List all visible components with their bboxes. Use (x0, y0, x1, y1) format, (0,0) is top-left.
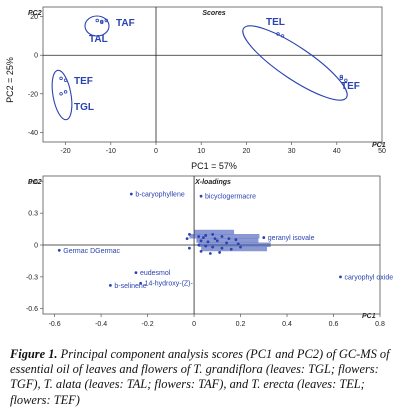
loadings-cluster-label-blur (189, 234, 260, 239)
loadings-x-tick-label: -0.6 (49, 321, 61, 328)
loadings-y-tick-label: -0.3 (26, 274, 38, 281)
scores-group-label: TGL (74, 102, 94, 113)
loadings-corner-label: PC2 (28, 179, 42, 186)
loadings-cluster-label-blur (201, 246, 268, 252)
scores-plot-frame (42, 6, 383, 143)
loadings-x-tick-label: -0.2 (142, 321, 154, 328)
loadings-cluster-point (188, 246, 191, 250)
loadings-point (129, 192, 133, 196)
loadings-x-tick-label: 0.2 (236, 321, 246, 328)
loadings-point-label: b-caryophyllene (135, 192, 185, 199)
loadings-x-tick-label: 0 (192, 321, 196, 328)
loadings-point-label: b-selinene (114, 283, 146, 290)
loadings-point (134, 271, 138, 274)
loadings-x-tick-label: 0.6 (329, 321, 339, 328)
scores-point (104, 18, 108, 23)
scores-x-tick-label: -20 (61, 148, 71, 155)
loadings-y-tick-label: 0.3 (28, 211, 38, 218)
scores-x-tick-label: 40 (333, 148, 341, 155)
scores-group-label: TEF (74, 76, 93, 87)
scores-x-tick-label: 20 (243, 148, 251, 155)
scores-x-tick-label: 0 (154, 148, 158, 155)
loadings-point-label: eudesmol (140, 270, 171, 277)
loadings-cluster-label-blur (198, 242, 271, 247)
taf-tal-ellipse (84, 15, 110, 37)
scores-point (59, 76, 63, 81)
loadings-cluster-point (185, 237, 189, 241)
scores-point (339, 74, 344, 79)
scores-plot: PC2 Scores PC1 PC1 = 57% PC2 = 25% -20 -1… (0, 0, 404, 172)
scores-y-tick-label: 20 (30, 14, 38, 21)
scores-x-tick-label: 10 (197, 148, 205, 155)
scores-x-tick-label: 30 (288, 148, 296, 155)
loadings-point (339, 275, 342, 279)
loadings-point-label: Germac DGermac (63, 248, 120, 255)
scores-point (63, 78, 68, 82)
scores-pc2-label: PC2 = 25% (5, 57, 15, 103)
scores-group-label: TAL (89, 34, 108, 45)
loadings-point (109, 283, 112, 287)
loadings-point-label: 14-hydroxy-(Z)- (145, 281, 194, 288)
loadings-point-label: caryophyl oxide (344, 274, 393, 281)
loadings-plot: PC2 X-loadings PC1 -0.6 -0.4 -0.2 0 0.2 0.4 0.… (0, 173, 404, 341)
loadings-title: X-loadings (194, 179, 231, 186)
loadings-x-tick-label: 0.8 (375, 321, 385, 328)
scores-pc1-label: PC1 = 57% (191, 161, 237, 171)
scores-x-axis-label: PC1 (372, 142, 386, 149)
loadings-point (139, 281, 143, 285)
scores-point (100, 19, 104, 24)
scores-x-tick-label: -10 (106, 148, 116, 155)
scores-point (95, 18, 99, 23)
scores-corner-label: PC2 (28, 10, 42, 17)
loadings-x-tick-label: -0.4 (95, 321, 107, 328)
scores-y-tick-label: -20 (28, 91, 38, 98)
loadings-x-axis-label: PC1 (362, 313, 376, 320)
loadings-cluster-label-blur (196, 238, 259, 243)
loadings-y-tick-label: 0.6 (28, 179, 38, 186)
loadings-point (262, 236, 266, 239)
figure-caption: Figure 1. Principal component analysis s… (10, 347, 398, 408)
loadings-cluster-point (208, 252, 212, 255)
scores-point (59, 92, 63, 96)
scores-point (280, 34, 285, 38)
scores-group-label: TEL (266, 17, 285, 28)
loadings-point-label: bicyclogermacre (205, 194, 256, 201)
loadings-point (199, 194, 203, 198)
loadings-chart-svg: PC2 X-loadings PC1 -0.6 -0.4 -0.2 0 0.2 0.4 0.… (26, 175, 393, 328)
scores-point (276, 32, 280, 36)
loadings-x-tick-label: 0.4 (282, 321, 292, 328)
scores-group-label: TEF (341, 81, 360, 92)
loadings-cluster-point (218, 251, 222, 254)
scores-point (344, 78, 348, 82)
loadings-y-tick-label: 0 (34, 243, 38, 250)
loadings-cluster-label-blur (194, 229, 235, 235)
scores-title: Scores (202, 10, 225, 17)
figure-caption-text: Principal component analysis scores (PC1… (10, 347, 390, 407)
scores-point (339, 76, 344, 81)
scores-chart-svg: PC2 Scores PC1 PC1 = 57% PC2 = 25% -20 -1… (5, 6, 386, 171)
loadings-y-tick-label: -0.6 (26, 306, 38, 313)
scores-y-tick-label: -40 (28, 130, 38, 137)
scores-group-label: TAF (116, 18, 135, 29)
loadings-point-label: geranyl isovale (268, 235, 315, 242)
scores-x-tick-label: 50 (378, 148, 386, 155)
tel-tef-ellipse (242, 25, 348, 101)
scores-y-tick-label: 0 (34, 53, 38, 60)
loadings-point (57, 248, 61, 252)
tef-tgl-ellipse (51, 69, 73, 121)
figure-label: Figure 1. (10, 347, 58, 361)
scores-point (63, 90, 68, 94)
